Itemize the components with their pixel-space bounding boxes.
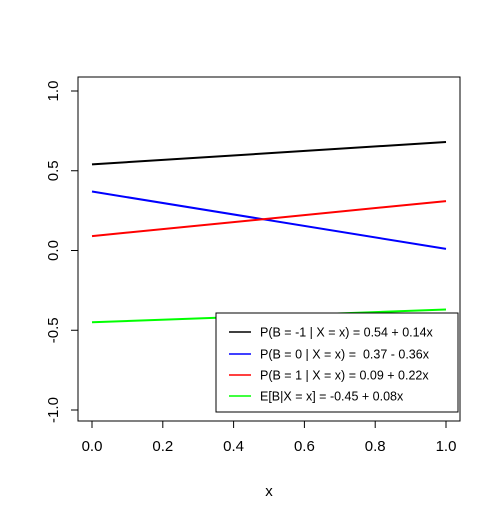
y-tick-label: 0.0 (45, 240, 62, 261)
legend-label-0: P(B = -1 | X = x) = 0.54 + 0.14x (260, 326, 434, 340)
series-line-1 (91, 190, 447, 250)
series-line-2 (91, 200, 447, 238)
x-axis-title: x (265, 483, 273, 500)
x-tick-label: 0.0 (82, 438, 103, 455)
x-axis: 0.0 0.2 0.4 0.6 0.8 1.0 (82, 420, 457, 455)
legend-label-1: P(B = 0 | X = x) = 0.37 - 0.36x (260, 348, 430, 362)
y-tick-label: 1.0 (45, 81, 62, 102)
series-lines (91, 141, 447, 324)
legend: P(B = -1 | X = x) = 0.54 + 0.14x P(B = 0 … (215, 312, 459, 413)
x-tick-label: 0.8 (365, 438, 386, 455)
legend-label-2: P(B = 1 | X = x) = 0.09 + 0.22x (260, 369, 429, 383)
series-line-0 (91, 141, 447, 166)
legend-box (215, 312, 459, 413)
x-tick-label: 0.2 (152, 438, 173, 455)
x-tick-label: 0.4 (223, 438, 244, 455)
y-tick-label: -0.5 (45, 317, 62, 343)
legend-label-3: E[B|X = x] = -0.45 + 0.08x (260, 390, 404, 404)
y-tick-label: -1.0 (45, 397, 62, 423)
x-tick-label: 0.6 (294, 438, 315, 455)
y-axis: -1.0 -0.5 0.0 0.5 1.0 (45, 81, 79, 423)
y-tick-label: 0.5 (45, 160, 62, 181)
x-tick-label: 1.0 (436, 438, 457, 455)
